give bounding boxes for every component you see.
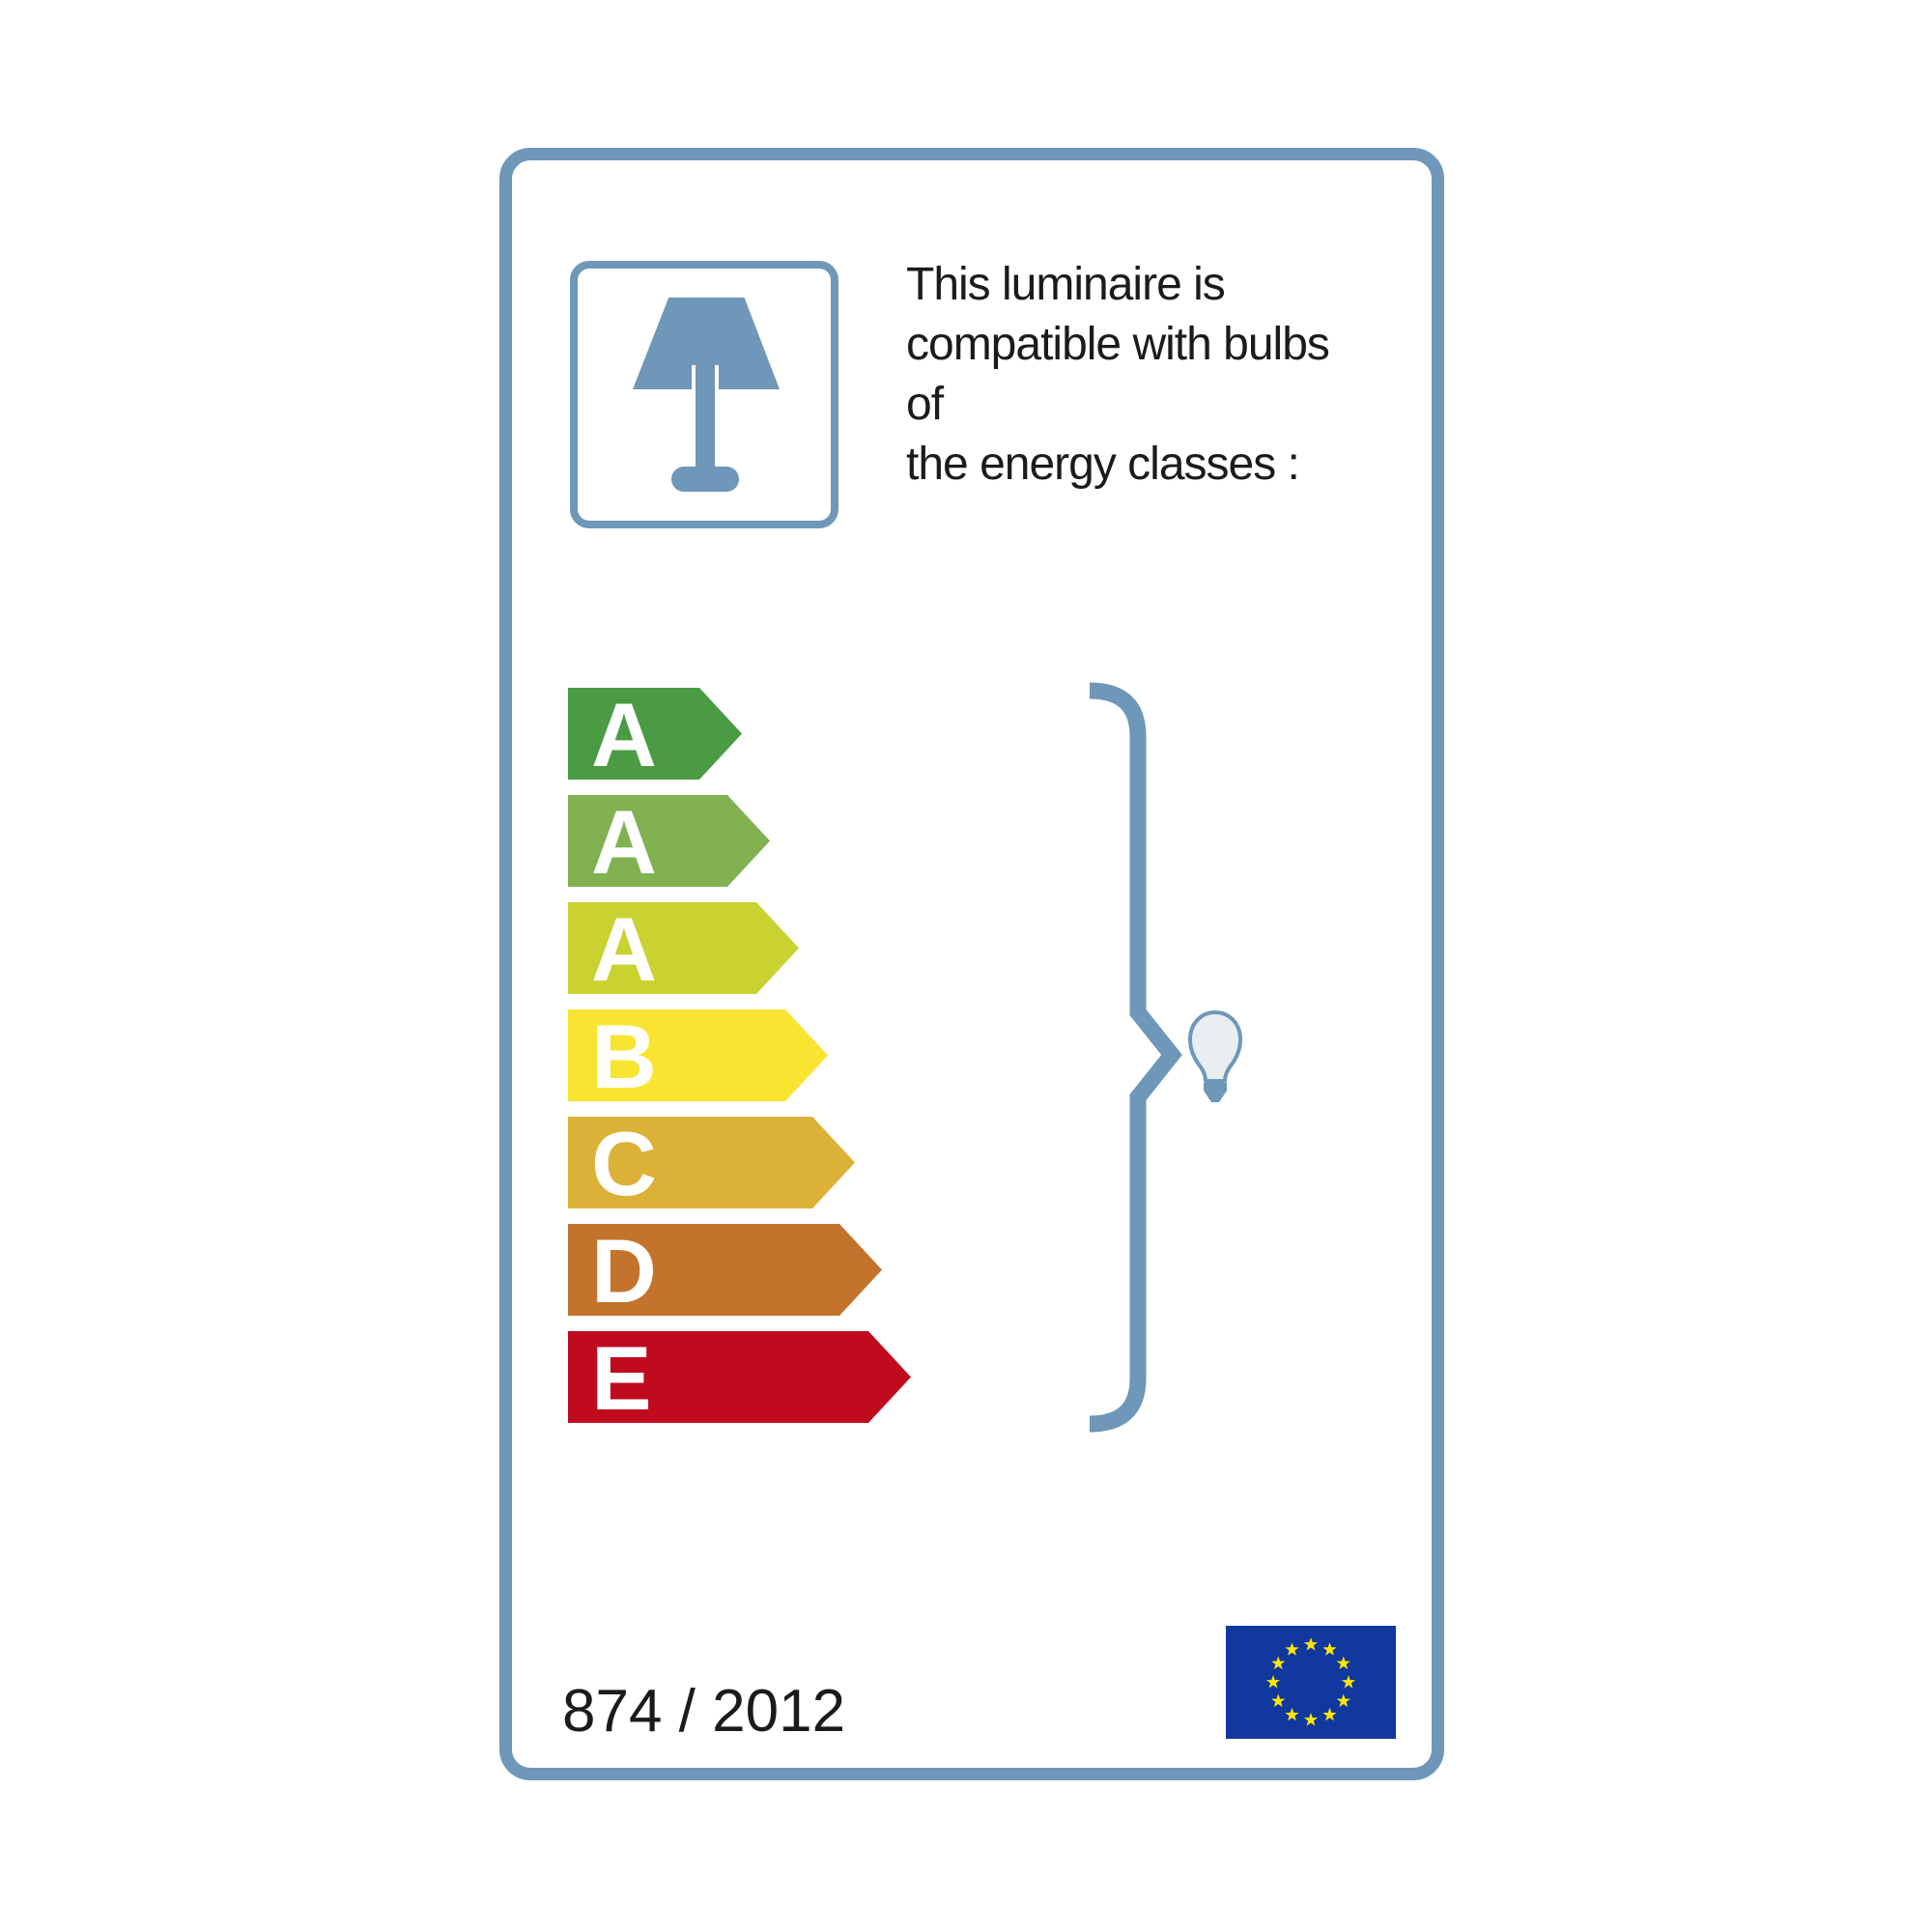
- eu-star: [1322, 1642, 1337, 1656]
- eu-star: [1265, 1675, 1281, 1689]
- eu-star: [1285, 1707, 1299, 1721]
- lamp-base: [671, 467, 739, 492]
- energy-class-arrow-5: C: [568, 1117, 855, 1208]
- eu-star: [1322, 1707, 1337, 1721]
- brace-and-bulb-graphic: [1089, 682, 1242, 1433]
- eu-star: [1341, 1675, 1356, 1689]
- energy-class-arrow-2: A: [568, 795, 770, 887]
- curly-brace-bracket: [1089, 682, 1182, 1433]
- energy-class-letter: C: [591, 1113, 657, 1214]
- lamp-pictogram-box: [570, 261, 838, 528]
- energy-class-letter: B: [591, 1006, 657, 1107]
- lamp-stem: [692, 365, 719, 470]
- eu-star: [1336, 1693, 1350, 1708]
- eu-star: [1285, 1642, 1299, 1656]
- energy-class-letter: A: [591, 791, 657, 893]
- compatibility-heading: This luminaire is compatible with bulbs …: [906, 259, 1330, 490]
- regulation-number: 874 / 2012: [562, 1678, 846, 1745]
- eu-star: [1271, 1656, 1286, 1670]
- energy-class-letter: D: [591, 1220, 657, 1321]
- energy-class-letter: A: [591, 684, 657, 785]
- energy-class-arrow-1: A: [568, 688, 742, 780]
- energy-class-arrow-3: A: [568, 902, 799, 994]
- eu-star: [1336, 1656, 1350, 1670]
- eu-star: [1271, 1693, 1286, 1708]
- energy-class-arrow-4: B: [568, 1009, 828, 1101]
- eu-star: [1303, 1637, 1319, 1651]
- energy-class-letter: A: [591, 898, 657, 1000]
- eu-star: [1303, 1713, 1319, 1726]
- energy-class-letter: E: [591, 1327, 652, 1429]
- energy-class-arrow-6: D: [568, 1224, 882, 1316]
- light-bulb-icon: [1188, 1010, 1242, 1102]
- eu-flag-icon: [1226, 1626, 1396, 1739]
- energy-class-arrow-7: E: [568, 1331, 911, 1423]
